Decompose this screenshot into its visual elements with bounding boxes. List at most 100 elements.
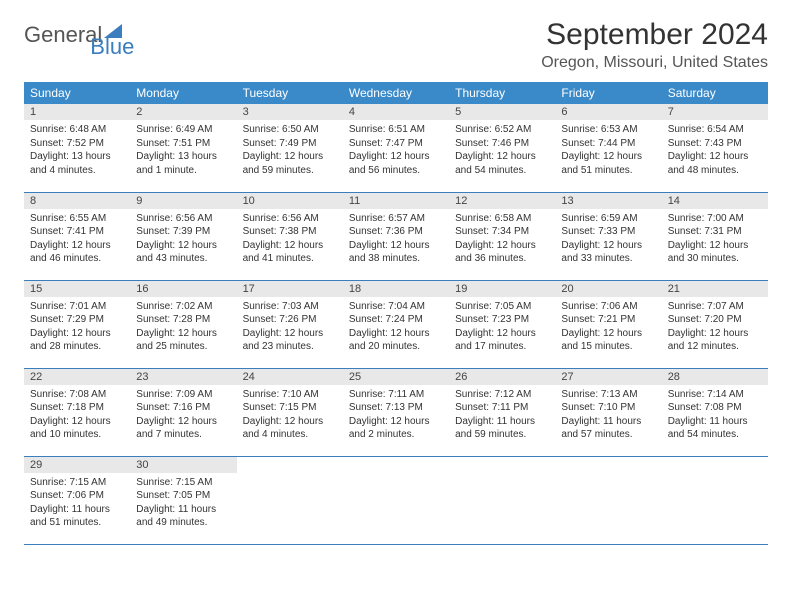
day-number: 8: [24, 193, 130, 209]
sunrise-line: Sunrise: 6:58 AM: [455, 212, 549, 226]
calendar-cell: 5Sunrise: 6:52 AMSunset: 7:46 PMDaylight…: [449, 104, 555, 192]
calendar-cell: 3Sunrise: 6:50 AMSunset: 7:49 PMDaylight…: [237, 104, 343, 192]
day-content: Sunrise: 7:08 AMSunset: 7:18 PMDaylight:…: [24, 385, 130, 447]
sunset-line: Sunset: 7:29 PM: [30, 313, 124, 327]
day-number: 25: [343, 369, 449, 385]
day-content: Sunrise: 6:52 AMSunset: 7:46 PMDaylight:…: [449, 120, 555, 182]
sunrise-line: Sunrise: 6:56 AM: [243, 212, 337, 226]
sunrise-line: Sunrise: 7:14 AM: [668, 388, 762, 402]
month-title: September 2024: [541, 18, 768, 52]
calendar-cell: 12 Sunrise: 6:58 AMSunset: 7:34 PMDayligh…: [449, 192, 555, 280]
day-content: Sunrise: 7:07 AMSunset: 7:20 PMDaylight:…: [662, 297, 768, 359]
calendar-table: SundayMondayTuesdayWednesdayThursdayFrid…: [24, 82, 768, 545]
daylight-line: Daylight: 13 hours and 4 minutes.: [30, 150, 124, 177]
day-content: Sunrise: 6:54 AMSunset: 7:43 PMDaylight:…: [662, 120, 768, 182]
daylight-line: Daylight: 12 hours and 17 minutes.: [455, 327, 549, 354]
calendar-cell: [449, 456, 555, 544]
calendar-cell: [343, 456, 449, 544]
daylight-line: Daylight: 11 hours and 49 minutes.: [136, 503, 230, 530]
calendar-cell: 11Sunrise: 6:57 AMSunset: 7:36 PMDayligh…: [343, 192, 449, 280]
sunrise-line: Sunrise: 7:11 AM: [349, 388, 443, 402]
sunrise-line: Sunrise: 7:01 AM: [30, 300, 124, 314]
day-number: 26: [449, 369, 555, 385]
daylight-line: Daylight: 12 hours and 12 minutes.: [668, 327, 762, 354]
sunset-line: Sunset: 7:28 PM: [136, 313, 230, 327]
day-number: 28: [662, 369, 768, 385]
day-number: 17: [237, 281, 343, 297]
day-content: Sunrise: 7:05 AMSunset: 7:23 PMDaylight:…: [449, 297, 555, 359]
daylight-line: Daylight: 12 hours and 33 minutes.: [561, 239, 655, 266]
day-number: 1: [24, 104, 130, 120]
day-number: 2: [130, 104, 236, 120]
calendar-cell: 14Sunrise: 7:00 AMSunset: 7:31 PMDayligh…: [662, 192, 768, 280]
day-number: 12: [449, 193, 555, 209]
day-number: 23: [130, 369, 236, 385]
day-content: Sunrise: 6:55 AMSunset: 7:41 PMDaylight:…: [24, 209, 130, 271]
calendar-cell: 15Sunrise: 7:01 AMSunset: 7:29 PMDayligh…: [24, 280, 130, 368]
sunset-line: Sunset: 7:16 PM: [136, 401, 230, 415]
sunset-line: Sunset: 7:43 PM: [668, 137, 762, 151]
daylight-line: Daylight: 12 hours and 41 minutes.: [243, 239, 337, 266]
sunset-line: Sunset: 7:38 PM: [243, 225, 337, 239]
day-content: Sunrise: 7:15 AMSunset: 7:06 PMDaylight:…: [24, 473, 130, 535]
calendar-cell: 23Sunrise: 7:09 AMSunset: 7:16 PMDayligh…: [130, 368, 236, 456]
calendar-cell: 6Sunrise: 6:53 AMSunset: 7:44 PMDaylight…: [555, 104, 661, 192]
daylight-line: Daylight: 12 hours and 56 minutes.: [349, 150, 443, 177]
calendar-cell: 21Sunrise: 7:07 AMSunset: 7:20 PMDayligh…: [662, 280, 768, 368]
calendar-row: 8Sunrise: 6:55 AMSunset: 7:41 PMDaylight…: [24, 192, 768, 280]
daylight-line: Daylight: 12 hours and 43 minutes.: [136, 239, 230, 266]
calendar-cell: 20Sunrise: 7:06 AMSunset: 7:21 PMDayligh…: [555, 280, 661, 368]
calendar-cell: 28Sunrise: 7:14 AMSunset: 7:08 PMDayligh…: [662, 368, 768, 456]
daylight-line: Daylight: 11 hours and 57 minutes.: [561, 415, 655, 442]
sunset-line: Sunset: 7:36 PM: [349, 225, 443, 239]
day-content: Sunrise: 6:57 AMSunset: 7:36 PMDaylight:…: [343, 209, 449, 271]
sunrise-line: Sunrise: 7:08 AM: [30, 388, 124, 402]
sunset-line: Sunset: 7:11 PM: [455, 401, 549, 415]
sunset-line: Sunset: 7:05 PM: [136, 489, 230, 503]
day-content: Sunrise: 6:59 AMSunset: 7:33 PMDaylight:…: [555, 209, 661, 271]
calendar-cell: 7Sunrise: 6:54 AMSunset: 7:43 PMDaylight…: [662, 104, 768, 192]
day-number: 15: [24, 281, 130, 297]
logo: General Blue: [24, 18, 166, 48]
daylight-line: Daylight: 12 hours and 20 minutes.: [349, 327, 443, 354]
sunset-line: Sunset: 7:26 PM: [243, 313, 337, 327]
day-content: Sunrise: 6:49 AMSunset: 7:51 PMDaylight:…: [130, 120, 236, 182]
daylight-line: Daylight: 12 hours and 59 minutes.: [243, 150, 337, 177]
day-content: Sunrise: 7:09 AMSunset: 7:16 PMDaylight:…: [130, 385, 236, 447]
day-content: Sunrise: 6:51 AMSunset: 7:47 PMDaylight:…: [343, 120, 449, 182]
sunset-line: Sunset: 7:41 PM: [30, 225, 124, 239]
sunrise-line: Sunrise: 7:13 AM: [561, 388, 655, 402]
header: General Blue September 2024 Oregon, Miss…: [24, 18, 768, 72]
calendar-cell: [662, 456, 768, 544]
daylight-line: Daylight: 12 hours and 36 minutes.: [455, 239, 549, 266]
day-number: 16: [130, 281, 236, 297]
daylight-line: Daylight: 12 hours and 25 minutes.: [136, 327, 230, 354]
calendar-row: 1Sunrise: 6:48 AMSunset: 7:52 PMDaylight…: [24, 104, 768, 192]
day-number: 30: [130, 457, 236, 473]
day-content: Sunrise: 7:00 AMSunset: 7:31 PMDaylight:…: [662, 209, 768, 271]
calendar-cell: 22Sunrise: 7:08 AMSunset: 7:18 PMDayligh…: [24, 368, 130, 456]
daylight-line: Daylight: 12 hours and 54 minutes.: [455, 150, 549, 177]
day-number: 19: [449, 281, 555, 297]
day-content: Sunrise: 7:11 AMSunset: 7:13 PMDaylight:…: [343, 385, 449, 447]
day-number: 3: [237, 104, 343, 120]
sunset-line: Sunset: 7:34 PM: [455, 225, 549, 239]
day-content: Sunrise: 7:02 AMSunset: 7:28 PMDaylight:…: [130, 297, 236, 359]
day-content: Sunrise: 7:03 AMSunset: 7:26 PMDaylight:…: [237, 297, 343, 359]
weekday-header: Saturday: [662, 82, 768, 104]
calendar-cell: 17Sunrise: 7:03 AMSunset: 7:26 PMDayligh…: [237, 280, 343, 368]
sunrise-line: Sunrise: 6:59 AM: [561, 212, 655, 226]
sunrise-line: Sunrise: 7:00 AM: [668, 212, 762, 226]
calendar-cell: 25Sunrise: 7:11 AMSunset: 7:13 PMDayligh…: [343, 368, 449, 456]
calendar-cell: 1Sunrise: 6:48 AMSunset: 7:52 PMDaylight…: [24, 104, 130, 192]
day-number: 22: [24, 369, 130, 385]
day-number: 6: [555, 104, 661, 120]
daylight-line: Daylight: 13 hours and 1 minute.: [136, 150, 230, 177]
sunset-line: Sunset: 7:52 PM: [30, 137, 124, 151]
title-block: September 2024 Oregon, Missouri, United …: [541, 18, 768, 72]
sunrise-line: Sunrise: 7:05 AM: [455, 300, 549, 314]
sunrise-line: Sunrise: 7:06 AM: [561, 300, 655, 314]
weekday-header: Monday: [130, 82, 236, 104]
calendar-cell: 4Sunrise: 6:51 AMSunset: 7:47 PMDaylight…: [343, 104, 449, 192]
day-number: 29: [24, 457, 130, 473]
